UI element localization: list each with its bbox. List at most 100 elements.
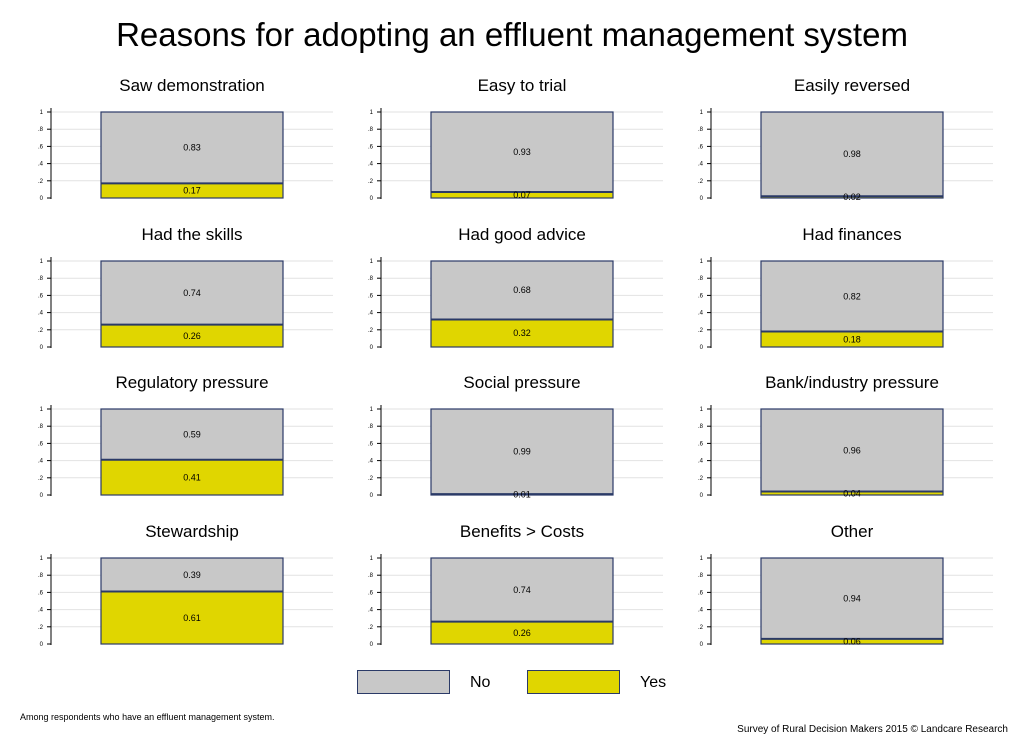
y-tick-label: 1 [370,556,374,562]
panel-title-easily-reversed: Easily reversed [794,76,910,95]
data-label-yes-easy-to-trial: 0.07 [513,190,531,200]
bar-no-benefits-costs [431,558,613,622]
panel-title-saw-demonstration: Saw demonstration [119,76,265,95]
bar-no-had-finances [761,261,943,332]
bar-outline [760,408,944,496]
y-tick-label: 0 [370,642,374,648]
y-tick-label: .8 [38,276,44,282]
data-label-yes-bank-industry-pressure: 0.04 [843,488,861,498]
y-tick-label: 1 [370,110,374,116]
bar-yes-other [761,638,943,644]
y-tick-label: .4 [368,459,374,465]
bar-outline [760,557,944,645]
y-tick-label: .8 [698,424,704,430]
y-tick-label: .4 [38,459,44,465]
y-tick-label: .8 [698,127,704,133]
y-tick-label: 1 [700,407,704,413]
bar-outline [100,408,284,496]
data-label-yes-social-pressure: 0.01 [513,490,531,500]
y-tick-label: 0 [700,345,704,351]
data-label-no-easily-reversed: 0.98 [843,149,861,159]
y-tick-label: 1 [370,259,374,265]
y-tick-label: .6 [698,441,704,447]
data-label-no-easy-to-trial: 0.93 [513,147,531,157]
y-tick-label: .2 [38,179,44,185]
y-tick-label: .4 [38,311,44,317]
y-tick-label: 0 [700,493,704,499]
panel-title-easy-to-trial: Easy to trial [478,76,567,95]
y-tick-label: 0 [40,345,44,351]
bar-outline [430,260,614,348]
data-label-yes-stewardship: 0.61 [183,613,201,623]
bar-no-had-the-skills [101,261,283,325]
y-tick-label: 0 [40,493,44,499]
bar-yes-benefits-costs [431,621,613,644]
y-tick-label: .2 [698,179,704,185]
bar-yes-bank-industry-pressure [761,491,943,495]
y-tick-label: .4 [368,162,374,168]
y-tick-label: .8 [38,573,44,579]
bar-yes-had-finances [761,331,943,347]
data-label-no-social-pressure: 0.99 [513,447,531,457]
y-tick-label: .8 [698,573,704,579]
y-tick-label: .2 [38,476,44,482]
y-tick-label: .4 [698,459,704,465]
panel-title-had-good-advice: Had good advice [458,225,586,244]
y-tick-label: .4 [698,608,704,614]
y-tick-label: .2 [698,328,704,334]
y-tick-label: .8 [368,127,374,133]
bar-yes-had-good-advice [431,319,613,347]
bar-yes-stewardship [101,591,283,644]
y-tick-label: .8 [368,276,374,282]
data-label-no-had-finances: 0.82 [843,291,861,301]
y-tick-label: 1 [370,407,374,413]
y-tick-label: .6 [368,441,374,447]
y-tick-label: .2 [38,625,44,631]
data-label-no-other: 0.94 [843,593,861,603]
bar-no-stewardship [101,558,283,592]
y-tick-label: .8 [38,127,44,133]
bar-yes-regulatory-pressure [101,459,283,495]
y-tick-label: 1 [700,110,704,116]
bar-no-regulatory-pressure [101,409,283,460]
y-tick-label: 1 [40,407,44,413]
y-tick-label: 1 [700,259,704,265]
panel-title-stewardship: Stewardship [145,522,239,541]
y-tick-label: .6 [38,144,44,150]
bar-no-social-pressure [431,409,613,495]
bar-no-easy-to-trial [431,112,613,192]
y-tick-label: .8 [368,424,374,430]
panel-title-social-pressure: Social pressure [463,373,580,392]
panel-title-other: Other [831,522,874,541]
data-label-no-stewardship: 0.39 [183,570,201,580]
bar-outline [760,260,944,348]
data-label-yes-regulatory-pressure: 0.41 [183,472,201,482]
bar-no-saw-demonstration [101,112,283,184]
y-tick-label: .2 [368,179,374,185]
y-tick-label: .6 [698,590,704,596]
chart-title: Reasons for adopting an effluent managem… [116,16,908,53]
legend: No Yes [0,670,1024,700]
y-tick-label: .8 [38,424,44,430]
y-tick-label: .4 [368,608,374,614]
y-tick-label: .4 [698,311,704,317]
y-tick-label: 0 [700,642,704,648]
y-tick-label: .2 [368,328,374,334]
data-label-yes-other: 0.06 [843,636,861,646]
panel-title-had-the-skills: Had the skills [141,225,242,244]
y-tick-label: .4 [38,608,44,614]
bar-outline [430,557,614,645]
y-tick-label: .4 [368,311,374,317]
y-tick-label: .6 [38,590,44,596]
y-tick-label: .2 [698,625,704,631]
y-tick-label: .4 [38,162,44,168]
y-tick-label: 0 [370,196,374,202]
panel-title-regulatory-pressure: Regulatory pressure [115,373,268,392]
y-tick-label: 1 [40,110,44,116]
bar-no-other [761,558,943,639]
data-label-no-had-the-skills: 0.74 [183,288,201,298]
y-tick-label: .6 [368,144,374,150]
y-tick-label: 1 [40,556,44,562]
y-tick-label: .2 [38,328,44,334]
